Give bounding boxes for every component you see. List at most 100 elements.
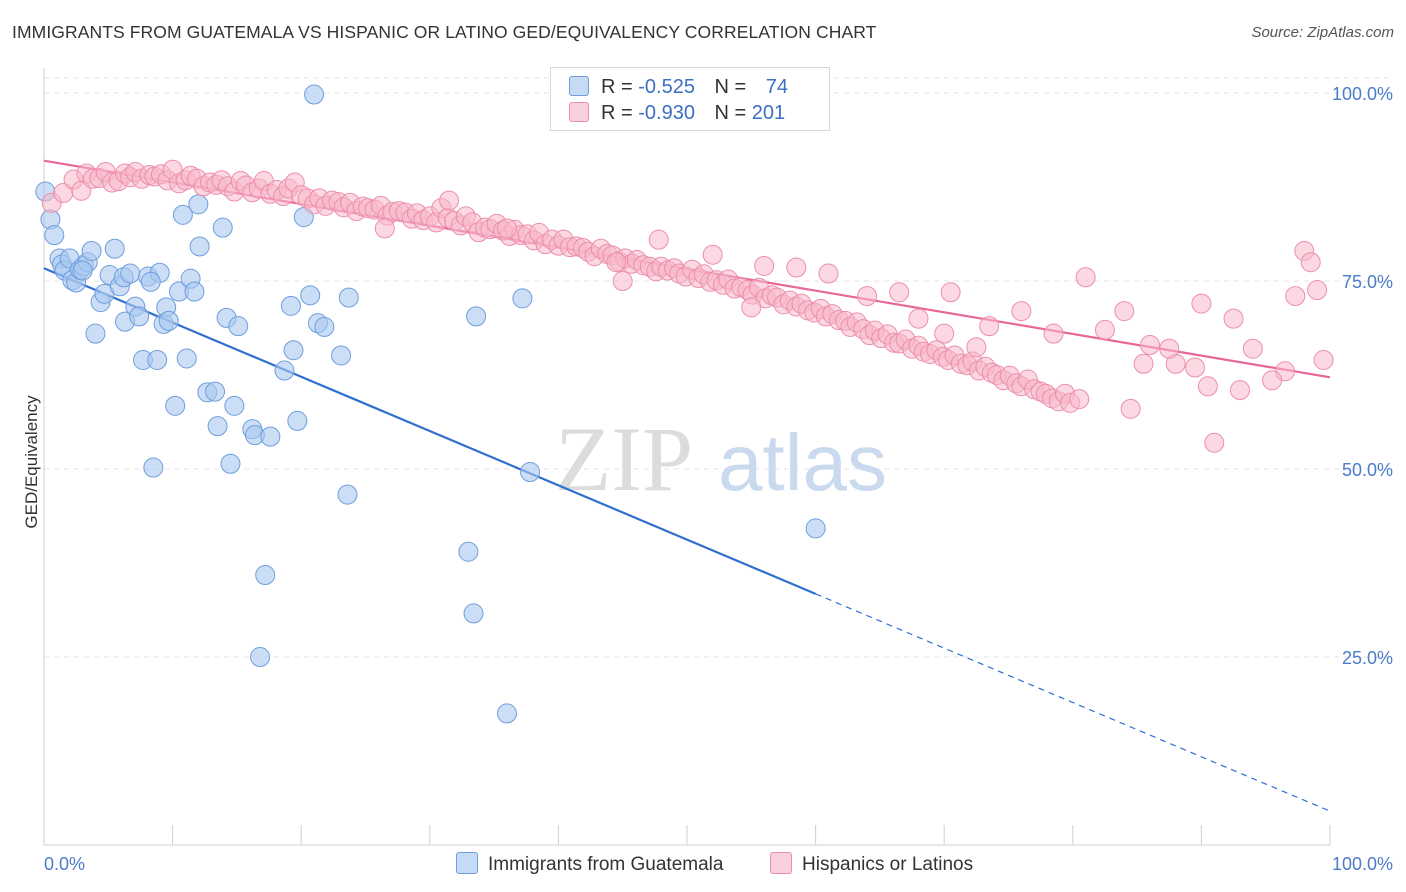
x-tick-label: 100.0% bbox=[1332, 854, 1393, 874]
data-point-guatemala bbox=[287, 410, 308, 431]
watermark-atlas: atlas bbox=[718, 418, 887, 507]
data-point-guatemala bbox=[104, 238, 125, 259]
x-tick-label: 0.0% bbox=[44, 854, 85, 874]
data-point-guatemala bbox=[280, 295, 301, 316]
data-point-guatemala bbox=[337, 484, 358, 505]
data-point-guatemala bbox=[224, 395, 245, 416]
data-point-hispanic bbox=[979, 316, 1000, 337]
data-point-guatemala bbox=[72, 260, 93, 281]
data-point-guatemala bbox=[120, 263, 141, 284]
data-point-hispanic bbox=[606, 252, 627, 273]
data-point-hispanic bbox=[818, 263, 839, 284]
data-point-guatemala bbox=[158, 310, 179, 331]
legend-r-label: R = bbox=[601, 76, 633, 98]
legend-row-guatemala: R = -0.525 N = 74 bbox=[569, 76, 788, 100]
legend-row-hispanic: R = -0.930 N = 201 bbox=[569, 102, 785, 126]
data-point-guatemala bbox=[250, 647, 271, 668]
legend-r-value: -0.930 bbox=[638, 102, 695, 124]
data-point-guatemala bbox=[466, 306, 487, 327]
data-point-hispanic bbox=[1043, 323, 1064, 344]
data-point-hispanic bbox=[934, 323, 955, 344]
data-point-guatemala bbox=[496, 703, 517, 724]
y-tick-label: 100.0% bbox=[1332, 84, 1393, 104]
data-point-guatemala bbox=[458, 541, 479, 562]
data-point-guatemala bbox=[300, 285, 321, 306]
legend-n-label: N = bbox=[714, 102, 747, 124]
data-point-hispanic bbox=[940, 282, 961, 303]
data-point-hispanic bbox=[741, 297, 762, 318]
data-point-guatemala bbox=[172, 204, 193, 225]
data-point-hispanic bbox=[857, 286, 878, 307]
trend-line-guatemala-extension bbox=[815, 593, 1331, 812]
bottom-legend-label: Hispanics or Latinos bbox=[802, 854, 974, 875]
legend-n-label: N = bbox=[714, 76, 747, 98]
data-point-hispanic bbox=[1300, 252, 1321, 273]
data-point-guatemala bbox=[228, 316, 249, 337]
data-point-guatemala bbox=[143, 457, 164, 478]
data-point-guatemala bbox=[314, 316, 335, 337]
data-point-hispanic bbox=[612, 271, 633, 292]
data-point-guatemala bbox=[331, 345, 352, 366]
data-point-guatemala bbox=[255, 565, 276, 586]
data-point-hispanic bbox=[374, 218, 395, 239]
data-point-hispanic bbox=[1285, 286, 1306, 307]
data-point-guatemala bbox=[220, 453, 241, 474]
bottom-legend-guatemala: Immigrants from Guatemala bbox=[456, 852, 723, 876]
chart-source: Source: ZipAtlas.com bbox=[1251, 24, 1394, 41]
data-point-hispanic bbox=[1262, 370, 1283, 391]
data-point-hispanic bbox=[1069, 389, 1090, 410]
data-point-hispanic bbox=[496, 218, 517, 239]
data-point-hispanic bbox=[1229, 380, 1250, 401]
data-point-hispanic bbox=[1139, 334, 1160, 355]
data-point-guatemala bbox=[205, 381, 226, 402]
bottom-legend-label: Immigrants from Guatemala bbox=[488, 854, 724, 875]
data-point-guatemala bbox=[189, 236, 210, 257]
data-point-guatemala bbox=[304, 84, 325, 105]
data-point-hispanic bbox=[1223, 308, 1244, 329]
data-point-hispanic bbox=[1011, 301, 1032, 322]
legend-n-value: 201 bbox=[751, 102, 786, 124]
data-point-guatemala bbox=[212, 217, 233, 238]
data-point-guatemala bbox=[283, 340, 304, 361]
data-point-hispanic bbox=[1184, 357, 1205, 378]
legend-swatch-blue bbox=[569, 76, 589, 96]
data-point-hispanic bbox=[1133, 353, 1154, 374]
data-point-guatemala bbox=[520, 462, 541, 483]
data-point-hispanic bbox=[1191, 293, 1212, 314]
data-point-guatemala bbox=[188, 194, 209, 215]
data-point-guatemala bbox=[260, 426, 281, 447]
data-point-hispanic bbox=[1075, 267, 1096, 288]
legend-r-value: -0.525 bbox=[638, 76, 695, 98]
data-point-hispanic bbox=[1094, 319, 1115, 340]
data-point-guatemala bbox=[85, 323, 106, 344]
correlation-legend: R = -0.525 N = 74 R = -0.930 N = 201 bbox=[550, 67, 830, 131]
y-tick-labels: 25.0% 50.0% 75.0% 100.0% bbox=[1332, 84, 1393, 668]
data-point-hispanic bbox=[439, 190, 460, 211]
chart-title: IMMIGRANTS FROM GUATEMALA VS HISPANIC OR… bbox=[12, 22, 877, 42]
data-point-hispanic bbox=[1120, 398, 1141, 419]
data-point-guatemala bbox=[44, 225, 65, 246]
bottom-legend-swatch-pink bbox=[770, 852, 792, 874]
data-point-guatemala bbox=[338, 287, 359, 308]
data-point-guatemala bbox=[512, 288, 533, 309]
legend-swatch-pink bbox=[569, 102, 589, 122]
data-point-guatemala bbox=[176, 348, 197, 369]
data-point-guatemala bbox=[463, 603, 484, 624]
legend-r-label: R = bbox=[601, 102, 633, 124]
data-point-hispanic bbox=[889, 282, 910, 303]
data-point-hispanic bbox=[1197, 376, 1218, 397]
data-point-hispanic bbox=[1307, 280, 1328, 301]
data-point-guatemala bbox=[274, 360, 295, 381]
y-tick-label: 75.0% bbox=[1342, 272, 1393, 292]
data-point-guatemala bbox=[165, 395, 186, 416]
data-point-hispanic bbox=[702, 244, 723, 265]
watermark-zip: ZIP bbox=[555, 408, 693, 510]
data-point-guatemala bbox=[147, 349, 168, 370]
data-point-hispanic bbox=[966, 337, 987, 358]
data-point-guatemala bbox=[140, 271, 161, 292]
data-point-hispanic bbox=[1159, 338, 1180, 359]
y-tick-label: 50.0% bbox=[1342, 460, 1393, 480]
bottom-legend-hispanic: Hispanics or Latinos bbox=[770, 852, 973, 876]
series-hispanic-points bbox=[41, 159, 1334, 453]
